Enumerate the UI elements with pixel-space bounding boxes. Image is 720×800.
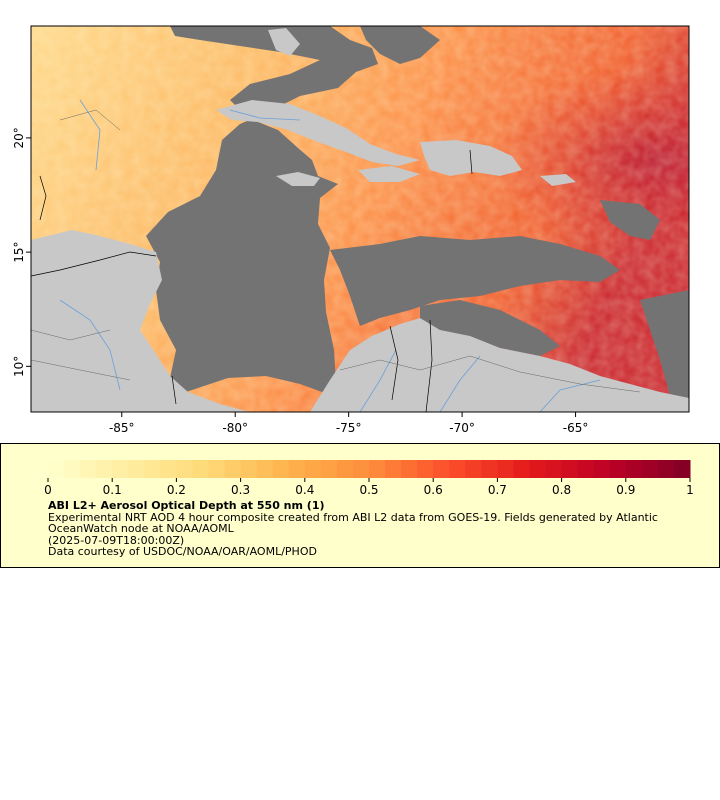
land-cuba xyxy=(216,100,420,166)
colorbar-cell xyxy=(224,460,242,478)
colorbar-cell xyxy=(577,460,595,478)
colorbar-cell xyxy=(304,460,322,478)
land-puerto-rico xyxy=(540,174,576,186)
colorbar-tick-label: 0.1 xyxy=(103,483,122,497)
y-axis-ticks: 20° 15° 10° xyxy=(12,127,31,377)
colorbar-cell xyxy=(240,460,258,478)
x-tick-label: -70° xyxy=(449,421,475,435)
no-data-region-central-caribbean xyxy=(330,236,620,326)
colorbar-cell xyxy=(657,460,675,478)
colorbar-cell xyxy=(176,460,193,478)
colorbar-cell xyxy=(96,460,113,478)
admin-borders xyxy=(31,109,641,393)
colorbar-cell xyxy=(160,460,177,478)
colorbar-cell xyxy=(352,460,370,478)
colorbar-cell xyxy=(272,460,290,478)
colorbar-cell xyxy=(497,460,514,478)
colorbar-cell xyxy=(401,460,418,478)
colorbar-tick-label: 1 xyxy=(686,483,694,497)
colorbar-cell xyxy=(417,460,434,478)
colorbar-cell xyxy=(513,460,530,478)
colorbar-cell xyxy=(545,460,563,478)
x-tick-label: -80° xyxy=(222,421,248,435)
colorbar-tick-label: 0.6 xyxy=(424,483,443,497)
colorbar-cell xyxy=(336,460,354,478)
colorbar-tick-label: 0 xyxy=(44,483,52,497)
colorbar-cell xyxy=(609,460,627,478)
no-data-region-southeast xyxy=(640,290,689,400)
colorbar-cell xyxy=(48,460,65,478)
y-tick-label: 10° xyxy=(12,356,26,377)
aod-map[interactable]: -85° -80° -75° -70° -65° 20° 15° 10° xyxy=(0,0,720,440)
legend-timestamp: (2025-07-09T18:00:00Z) xyxy=(48,533,185,547)
colorbar-cell xyxy=(369,460,386,478)
colorbar-tick-label: 0.5 xyxy=(359,483,378,497)
colorbar-tick-label: 0.7 xyxy=(488,483,507,497)
colorbar-cell xyxy=(128,460,145,478)
colorbar-cells xyxy=(48,460,691,478)
colorbar-cell xyxy=(80,460,97,478)
colorbar-cell xyxy=(673,460,691,478)
colorbar-ticks: 0 0.1 0.2 0.3 0.4 0.5 0.6 0.7 0.8 0.9 1 xyxy=(44,478,694,497)
colorbar-cell xyxy=(561,460,579,478)
colorbar-cell xyxy=(144,460,161,478)
colorbar-tick-label: 0.8 xyxy=(552,483,571,497)
colorbar-cell xyxy=(112,460,129,478)
colorbar-tick-label: 0.3 xyxy=(231,483,250,497)
colorbar-cell xyxy=(256,460,274,478)
x-tick-label: -75° xyxy=(336,421,362,435)
colorbar-cell xyxy=(465,460,482,478)
legend-credit: Data courtesy of USDOC/NOAA/OAR/AOML/PHO… xyxy=(48,545,317,558)
colorbar-cell xyxy=(641,460,659,478)
x-tick-label: -65° xyxy=(563,421,589,435)
colorbar-cell xyxy=(288,460,306,478)
colorbar-cell xyxy=(529,460,547,478)
legend-text: ABI L2+ Aerosol Optical Depth at 550 nm … xyxy=(48,500,698,558)
colorbar-cell xyxy=(320,460,338,478)
y-tick-label: 15° xyxy=(12,241,26,262)
legend-title: ABI L2+ Aerosol Optical Depth at 550 nm … xyxy=(48,499,325,512)
colorbar-cell xyxy=(593,460,611,478)
colorbar-tick-label: 0.9 xyxy=(616,483,635,497)
country-borders xyxy=(31,149,473,412)
colorbar-tick-label: 0.2 xyxy=(167,483,186,497)
map-panel: -85° -80° -75° -70° -65° 20° 15° 10° xyxy=(0,0,720,440)
colorbar-cell xyxy=(208,460,226,478)
colorbar-cell xyxy=(449,460,466,478)
land-bahamas xyxy=(268,28,300,56)
colorbar-tick-label: 0.4 xyxy=(295,483,314,497)
no-data-region-east xyxy=(600,200,660,240)
y-tick-label: 20° xyxy=(12,127,26,148)
land-south-america xyxy=(310,318,689,412)
colorbar-cell xyxy=(385,460,402,478)
map-plot-area xyxy=(31,26,689,412)
no-data-region-venezuela-coast xyxy=(420,300,560,356)
colorbar-cell xyxy=(192,460,209,478)
land-small-islands xyxy=(358,166,420,182)
no-data-region-north xyxy=(360,26,440,64)
colorbar: 0 0.1 0.2 0.3 0.4 0.5 0.6 0.7 0.8 0.9 1 xyxy=(44,460,694,497)
x-axis-ticks: -85° -80° -75° -70° -65° xyxy=(109,412,588,435)
colorbar-cell xyxy=(481,460,498,478)
colorbar-cell xyxy=(433,460,450,478)
colorbar-cell xyxy=(625,460,643,478)
colorbar-cell xyxy=(64,460,81,478)
legend-box: 0 0.1 0.2 0.3 0.4 0.5 0.6 0.7 0.8 0.9 1 ABI L2+ Ae… xyxy=(0,443,720,568)
land-jamaica xyxy=(276,172,320,186)
map-frame xyxy=(30,25,690,413)
x-tick-label: -85° xyxy=(109,421,135,435)
legend-description: Experimental NRT AOD 4 hour composite cr… xyxy=(48,510,658,535)
no-data-region-caribbean xyxy=(146,26,378,392)
land-central-america xyxy=(31,230,250,412)
rivers xyxy=(59,99,601,412)
